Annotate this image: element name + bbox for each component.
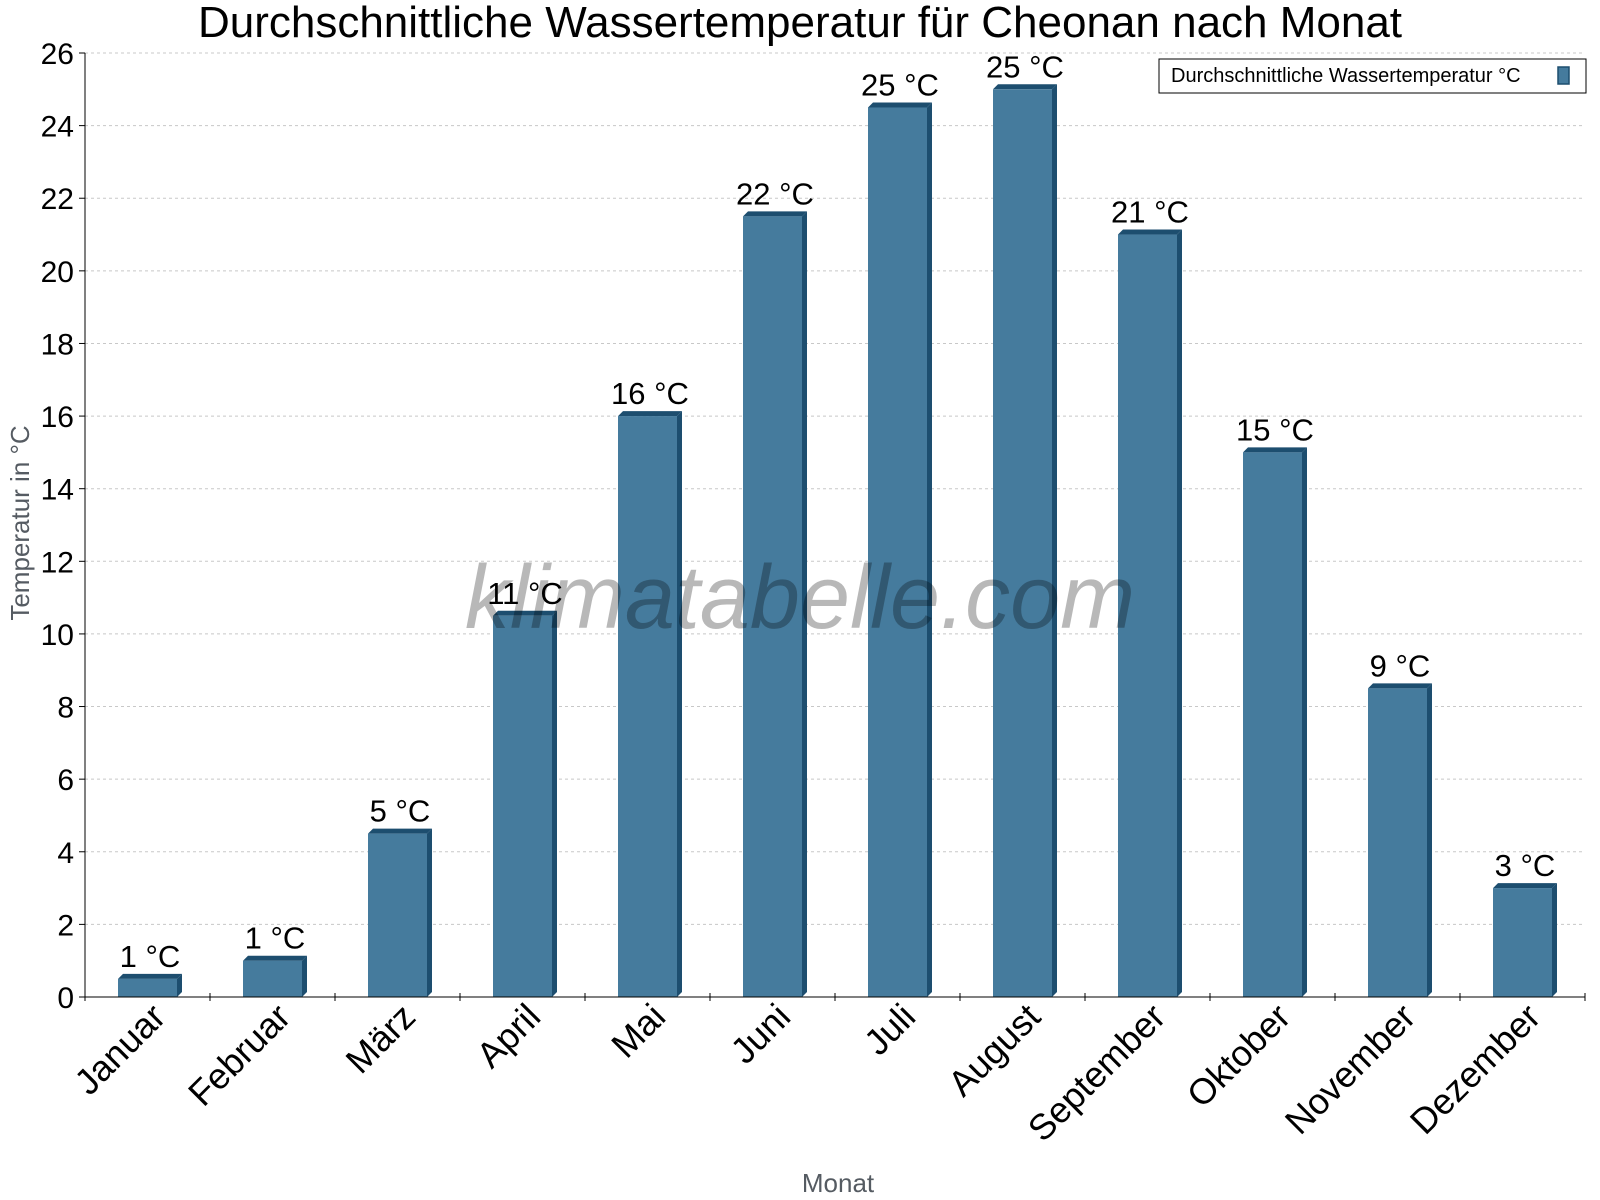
y-tick-label: 12 <box>41 546 74 579</box>
legend-entry-label: Durchschnittliche Wassertemperatur °C <box>1171 65 1521 87</box>
bars <box>118 84 1557 998</box>
bar-side <box>1302 447 1307 997</box>
bar-side <box>302 955 307 997</box>
bar <box>743 211 807 997</box>
x-tick-label: September <box>1020 996 1174 1150</box>
bar <box>1243 447 1307 997</box>
y-tick-label: 10 <box>41 619 74 652</box>
x-tick-label: August <box>940 996 1048 1104</box>
legend-box <box>1158 58 1587 94</box>
y-axis-label: Temperatur in °C <box>5 425 35 620</box>
bar <box>868 102 932 997</box>
bar-front <box>993 89 1052 998</box>
bar-side <box>1552 883 1557 997</box>
x-tick-label: Dezember <box>1402 996 1548 1142</box>
bar-value-label: 9 °C <box>1370 648 1431 683</box>
bar-front <box>493 615 552 997</box>
y-tick-label: 22 <box>41 183 74 216</box>
bar-value-label: 21 °C <box>1111 195 1189 230</box>
bar-top <box>743 211 807 217</box>
watermark: klimatabelle.com <box>465 548 1135 648</box>
x-tick-label: Mai <box>603 996 673 1066</box>
bar-top <box>118 973 182 979</box>
x-tick-label: April <box>468 996 548 1076</box>
bar-value-label: 11 °C <box>487 576 563 611</box>
bar-value-label: 25 °C <box>861 67 939 102</box>
bar <box>618 411 682 998</box>
bar <box>993 84 1057 998</box>
bar-top <box>1118 229 1182 235</box>
bar-side <box>427 828 432 997</box>
y-tick-label: 0 <box>57 982 74 1015</box>
x-tick-label: Oktober <box>1179 996 1299 1116</box>
bar <box>243 955 307 997</box>
y-tick-label: 26 <box>41 38 74 71</box>
bar-front <box>1118 234 1177 998</box>
y-tick-label: 2 <box>57 909 74 942</box>
x-axis-label: Monat <box>802 1168 875 1198</box>
y-tick-label: 4 <box>57 837 74 870</box>
chart-title: Durchschnittliche Wassertemperatur für C… <box>198 0 1402 47</box>
bar-front <box>1368 688 1427 997</box>
x-tick-label: November <box>1277 996 1423 1142</box>
bar-value-label: 1 °C <box>120 939 181 974</box>
y-tick-label: 16 <box>41 401 74 434</box>
bar-side <box>677 411 682 998</box>
y-tick-label: 6 <box>57 764 74 797</box>
bar-front <box>1243 452 1302 997</box>
y-tick-label: 8 <box>57 692 74 725</box>
bar-front <box>1493 888 1552 997</box>
bar <box>493 610 557 997</box>
bar-top <box>1493 883 1557 889</box>
bar <box>1368 683 1432 997</box>
bar-top <box>993 84 1057 90</box>
bar-front <box>368 833 427 997</box>
y-tick-label: 20 <box>41 256 74 289</box>
bar <box>118 973 182 997</box>
x-tick-label: Juli <box>856 996 923 1063</box>
bar-side <box>927 102 932 997</box>
bar <box>1493 883 1557 997</box>
bar-side <box>1427 683 1432 997</box>
x-tick-label: Januar <box>66 996 173 1103</box>
bar-labels: 1 °C 1 °C 5 °C 11 °C 16 °C 22 °C 25 °C 25 °C 21 … <box>120 49 1556 974</box>
x-tick-label: Juni <box>722 996 798 1072</box>
x-tick-label: März <box>338 996 424 1082</box>
bar-front <box>743 216 802 997</box>
bar-top <box>493 610 557 616</box>
grid <box>85 52 1585 925</box>
bar-top <box>1368 683 1432 689</box>
legend-swatch <box>1557 66 1570 85</box>
y-tick-label: 14 <box>41 474 74 507</box>
bar-side <box>552 610 557 997</box>
bar-value-label: 25 °C <box>986 49 1064 84</box>
bar-top <box>368 828 432 834</box>
bar-front <box>243 960 302 997</box>
bar <box>368 828 432 997</box>
bar-side <box>177 973 182 997</box>
x-tick-label: Februar <box>180 996 298 1114</box>
bar-front <box>868 107 927 997</box>
bar-top <box>1243 447 1307 453</box>
legend: Durchschnittliche Wassertemperatur °C <box>1158 58 1587 94</box>
bar-value-label: 22 °C <box>736 176 814 211</box>
bar-top <box>618 411 682 417</box>
bar-front <box>618 416 677 998</box>
bar-value-label: 15 °C <box>1236 412 1314 447</box>
bar-value-label: 16 °C <box>611 376 689 411</box>
bar <box>1118 229 1182 998</box>
bar-side <box>1177 229 1182 998</box>
bar-value-label: 1 °C <box>245 921 306 956</box>
bar-value-label: 3 °C <box>1495 848 1556 883</box>
bar-side <box>802 211 807 997</box>
bar-value-label: 5 °C <box>370 794 431 829</box>
bar-side <box>1052 84 1057 998</box>
bar-top <box>868 102 932 108</box>
y-tick-label: 18 <box>41 328 74 361</box>
bar-top <box>243 955 307 961</box>
y-tick-label: 24 <box>41 111 74 144</box>
bar-front <box>118 978 177 997</box>
